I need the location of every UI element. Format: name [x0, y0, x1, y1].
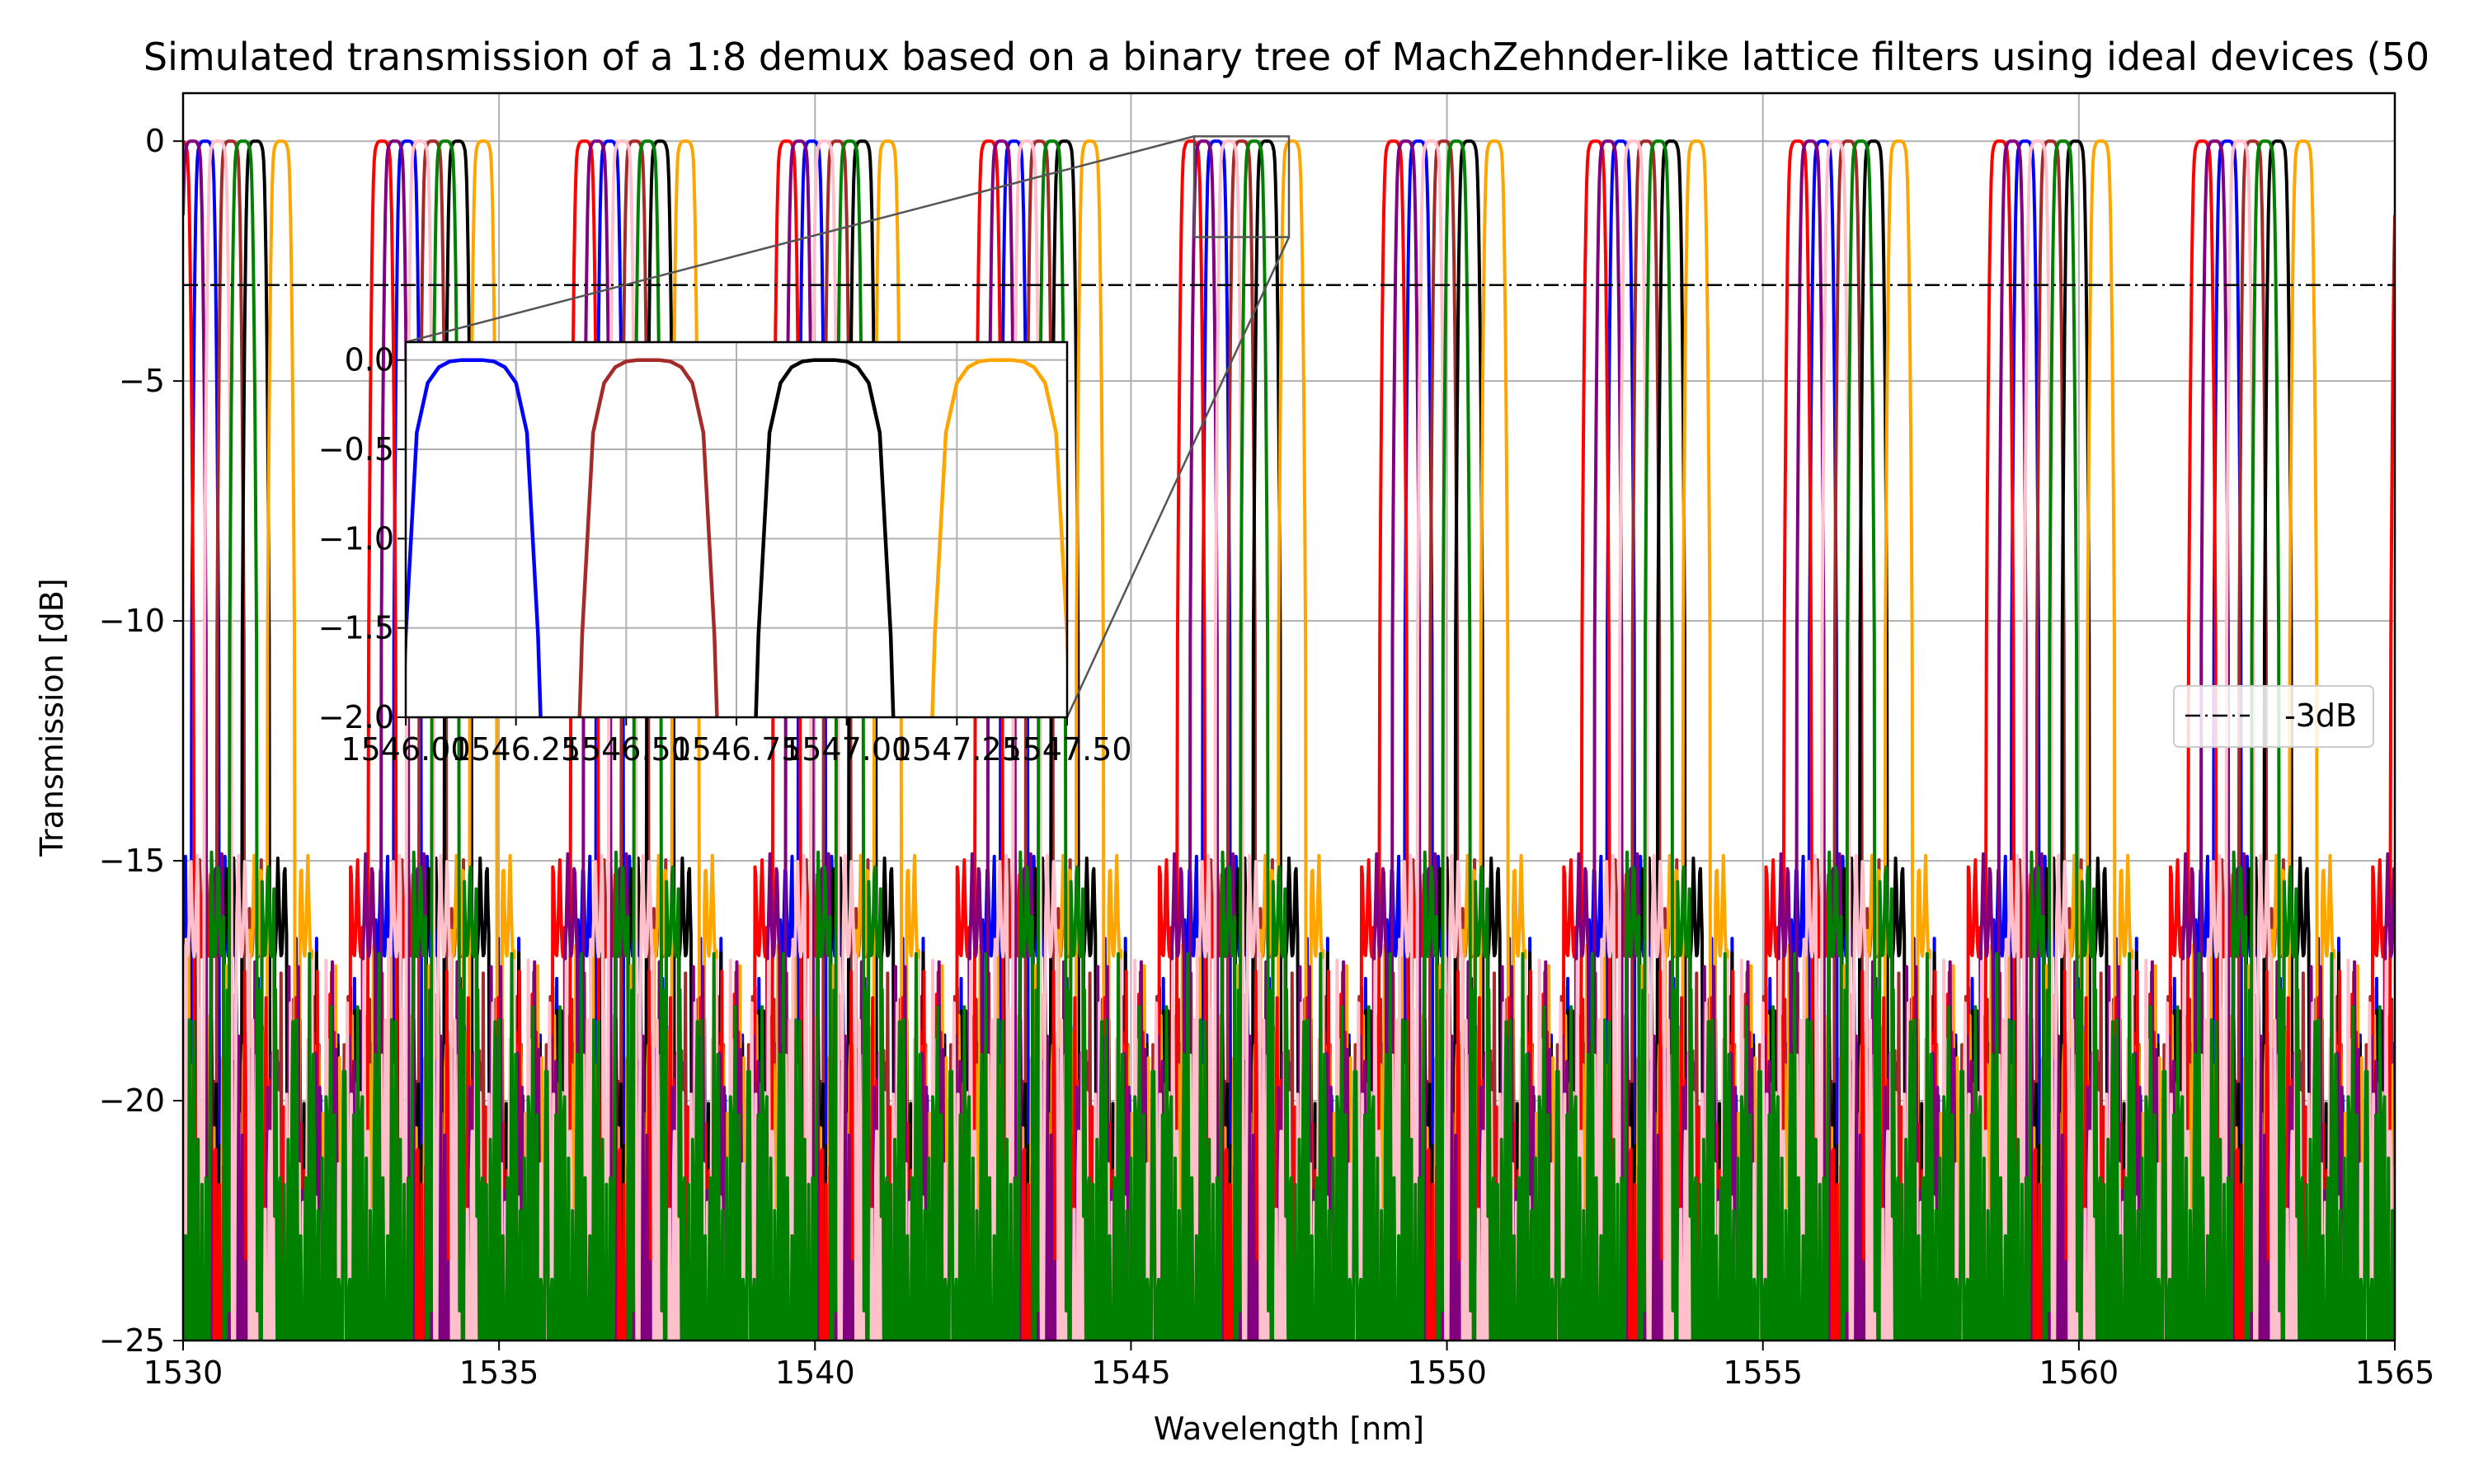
inset-x-tick-label: 1547.00 [782, 731, 911, 768]
inset-y-axis-ticks: 0.0 −0.5 −1.0 −1.5 −2.0 [318, 342, 406, 735]
x-axis-ticks: 1530 1535 1540 1545 1550 1555 1560 1565 [143, 1341, 2435, 1391]
x-tick-label: 1530 [143, 1355, 223, 1391]
y-tick-label: −20 [99, 1082, 165, 1119]
legend-box [2173, 685, 2374, 748]
inset-x-tick-label: 1547.50 [1002, 731, 1131, 768]
inset-series-line [577, 358, 719, 717]
inset-x-tick-label: 1546.00 [341, 731, 470, 768]
inset-y-tick-label: −0.5 [318, 431, 394, 467]
inset-x-tick-label: 1546.75 [671, 731, 801, 768]
y-tick-label: −10 [99, 603, 165, 639]
inset-x-tick-label: 1547.25 [892, 731, 1022, 768]
legend-label-minus-3db: -3dB [2284, 697, 2357, 734]
y-tick-label: −5 [119, 363, 165, 399]
inset-gridlines [405, 342, 1068, 718]
inset-plot: 0.0 −0.5 −1.0 −1.5 −2.0 1546.001546.251546.5… [318, 340, 1132, 768]
x-axis-label: Wavelength [nm] [1154, 1411, 1424, 1447]
y-tick-label: −15 [99, 843, 165, 879]
inset-x-axis-ticks: 1546.001546.251546.501546.751547.001547.… [341, 717, 1132, 768]
zoom-indicator [405, 135, 1291, 718]
y-axis-ticks: 0 −5 −10 −15 −20 −25 [99, 123, 183, 1359]
inset-series-layer [406, 358, 1067, 717]
x-tick-label: 1560 [2039, 1355, 2119, 1391]
series-line [183, 139, 2395, 1341]
series-line [183, 139, 2395, 1341]
inset-x-tick-label: 1546.25 [451, 731, 581, 768]
y-tick-label: −25 [99, 1322, 165, 1359]
y-axis-label: Transmission [dB] [34, 578, 70, 857]
y-tick-label: 0 [145, 123, 165, 159]
x-tick-label: 1555 [1723, 1355, 1803, 1391]
x-tick-label: 1550 [1407, 1355, 1487, 1391]
inset-y-tick-label: −1.5 [318, 610, 394, 646]
main-plot: 1530 1535 1540 1545 1550 1555 1560 1565 0 −5 −10 −… [34, 92, 2435, 1447]
zoom-region-box [1192, 135, 1291, 238]
inset-y-tick-label: 0.0 [345, 342, 394, 378]
x-tick-label: 1540 [775, 1355, 855, 1391]
zoom-connector-line [405, 135, 1195, 344]
x-tick-label: 1535 [459, 1355, 539, 1391]
legend: -3dB [2173, 685, 2374, 748]
inset-y-tick-label: −2.0 [318, 699, 394, 735]
chart-title: Simulated transmission of a 1:8 demux ba… [143, 35, 2429, 79]
zoom-connector-line [1065, 237, 1291, 718]
x-tick-label: 1545 [1091, 1355, 1171, 1391]
inset-series-line [930, 358, 1067, 717]
inset-y-tick-label: −1.0 [318, 520, 394, 556]
series-line [183, 139, 2395, 1341]
inset-x-tick-label: 1546.50 [562, 731, 691, 768]
plot-frame [181, 92, 2396, 1342]
x-tick-label: 1565 [2355, 1355, 2435, 1391]
inset-series-line [406, 358, 543, 717]
inset-series-line [754, 358, 896, 717]
